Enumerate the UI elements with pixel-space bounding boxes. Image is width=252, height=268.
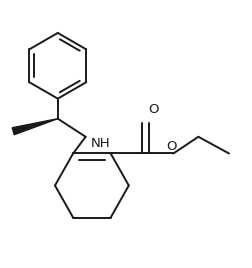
Text: O: O — [167, 140, 177, 153]
Polygon shape — [12, 119, 58, 135]
Text: NH: NH — [91, 137, 111, 150]
Text: O: O — [149, 103, 159, 116]
